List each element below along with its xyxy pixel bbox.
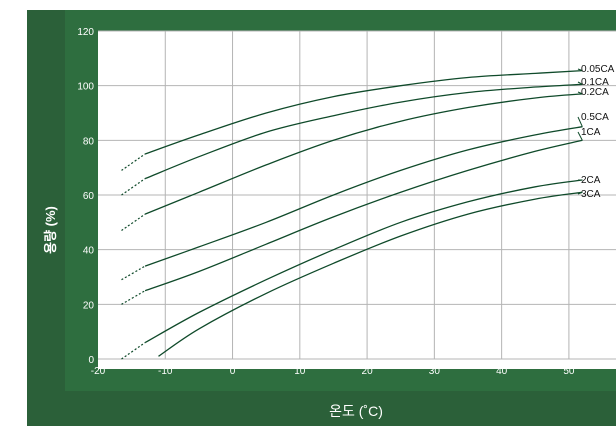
series-line-3ca (158, 191, 583, 357)
x-tick-label: 50 (563, 366, 575, 377)
y-tick-label: 0 (88, 355, 94, 366)
x-tick-label: 10 (294, 366, 306, 377)
grid-lines (98, 30, 616, 360)
x-tick-label: 0 (230, 366, 236, 377)
y-tick-label: 80 (83, 136, 95, 147)
series-label-leader-05ca (577, 116, 583, 127)
series-label-leader-01ca (577, 81, 583, 85)
series-line-05ca (144, 126, 583, 267)
x-tick-label: -10 (158, 366, 173, 377)
y-axis-band (27, 10, 65, 426)
y-tick-labels: 0 20 40 60 80 100 120 (77, 27, 94, 366)
series-line-02ca (144, 93, 583, 215)
series-lines (121, 69, 583, 360)
series-label-01ca: 0.1CA (581, 77, 609, 88)
series-line-dashed-2ca (121, 342, 146, 360)
series-line-01ca (144, 83, 583, 180)
y-tick-label: 60 (83, 191, 95, 202)
series-label-005ca: 0.05CA (581, 64, 615, 75)
series-label-3ca: 3CA (581, 189, 601, 200)
x-tick-label: -20 (91, 366, 106, 377)
x-tick-label: 30 (429, 366, 441, 377)
series-label-02ca: 0.2CA (581, 87, 609, 98)
series-label-leader-005ca (577, 68, 583, 72)
x-tick-label: 20 (362, 366, 374, 377)
series-line-dashed-05ca (121, 265, 146, 281)
y-tick-label: 40 (83, 246, 95, 257)
series-label-leader-3ca (577, 191, 583, 195)
x-tick-labels: -20 -10 0 10 20 30 40 50 (91, 366, 575, 377)
x-axis-title: 온도 (˚C) (329, 403, 383, 419)
series-line-2ca (144, 179, 583, 344)
series-label-1ca: 1CA (581, 127, 601, 138)
series-line-1ca (144, 139, 583, 292)
x-tick-label: 40 (496, 366, 508, 377)
series-label-leader-1ca (577, 131, 583, 141)
series-line-dashed-1ca (121, 290, 146, 305)
y-axis-title: 용량 (%) (43, 206, 58, 254)
series-line-dashed-01ca (121, 178, 146, 196)
y-tick-label: 20 (83, 300, 95, 311)
series-line-005ca (144, 69, 583, 155)
y-tick-label: 120 (77, 27, 94, 38)
x-axis-band (27, 391, 616, 426)
y-tick-label: 100 (77, 82, 94, 93)
series-line-dashed-02ca (121, 213, 146, 231)
series-label-05ca: 0.5CA (581, 112, 609, 123)
series-label-2ca: 2CA (581, 175, 601, 186)
series-line-dashed-005ca (121, 153, 146, 171)
series-label-leader-02ca (577, 91, 583, 95)
